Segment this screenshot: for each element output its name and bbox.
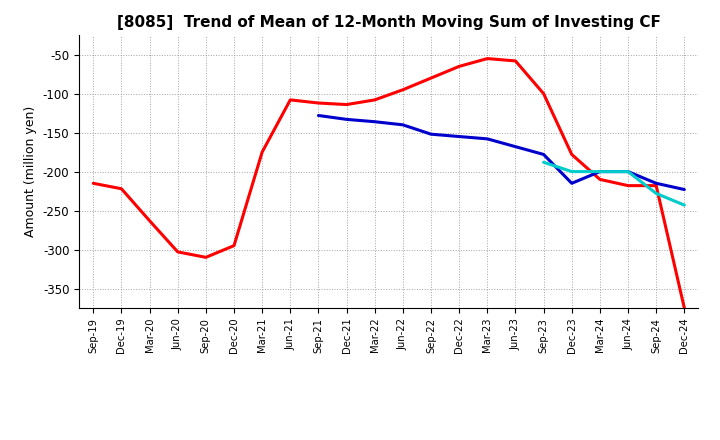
3 Years (399, 87, 408, 92)
3 Years (483, 56, 492, 61)
5 Years (680, 187, 688, 192)
7 Years (680, 202, 688, 208)
7 Years (624, 169, 632, 174)
3 Years (455, 64, 464, 69)
5 Years (511, 144, 520, 149)
Title: [8085]  Trend of Mean of 12-Month Moving Sum of Investing CF: [8085] Trend of Mean of 12-Month Moving … (117, 15, 661, 30)
3 Years (680, 305, 688, 311)
3 Years (230, 243, 238, 248)
Line: 7 Years: 7 Years (544, 162, 684, 205)
7 Years (595, 169, 604, 174)
3 Years (258, 150, 266, 155)
3 Years (652, 183, 660, 188)
3 Years (202, 255, 210, 260)
3 Years (370, 97, 379, 103)
3 Years (539, 91, 548, 96)
7 Years (539, 160, 548, 165)
7 Years (652, 191, 660, 196)
3 Years (117, 186, 126, 191)
5 Years (567, 181, 576, 186)
7 Years (567, 169, 576, 174)
3 Years (89, 181, 98, 186)
5 Years (370, 119, 379, 125)
3 Years (145, 218, 154, 224)
Line: 5 Years: 5 Years (318, 115, 684, 190)
3 Years (567, 152, 576, 157)
5 Years (595, 169, 604, 174)
3 Years (286, 97, 294, 103)
5 Years (399, 122, 408, 128)
5 Years (314, 113, 323, 118)
5 Years (342, 117, 351, 122)
3 Years (511, 58, 520, 63)
3 Years (342, 102, 351, 107)
5 Years (455, 134, 464, 139)
Y-axis label: Amount (million yen): Amount (million yen) (24, 106, 37, 237)
5 Years (624, 169, 632, 174)
3 Years (595, 177, 604, 182)
5 Years (652, 181, 660, 186)
3 Years (314, 100, 323, 106)
3 Years (174, 249, 182, 254)
Line: 3 Years: 3 Years (94, 59, 684, 308)
5 Years (539, 152, 548, 157)
3 Years (427, 75, 436, 81)
5 Years (427, 132, 436, 137)
3 Years (624, 183, 632, 188)
5 Years (483, 136, 492, 142)
